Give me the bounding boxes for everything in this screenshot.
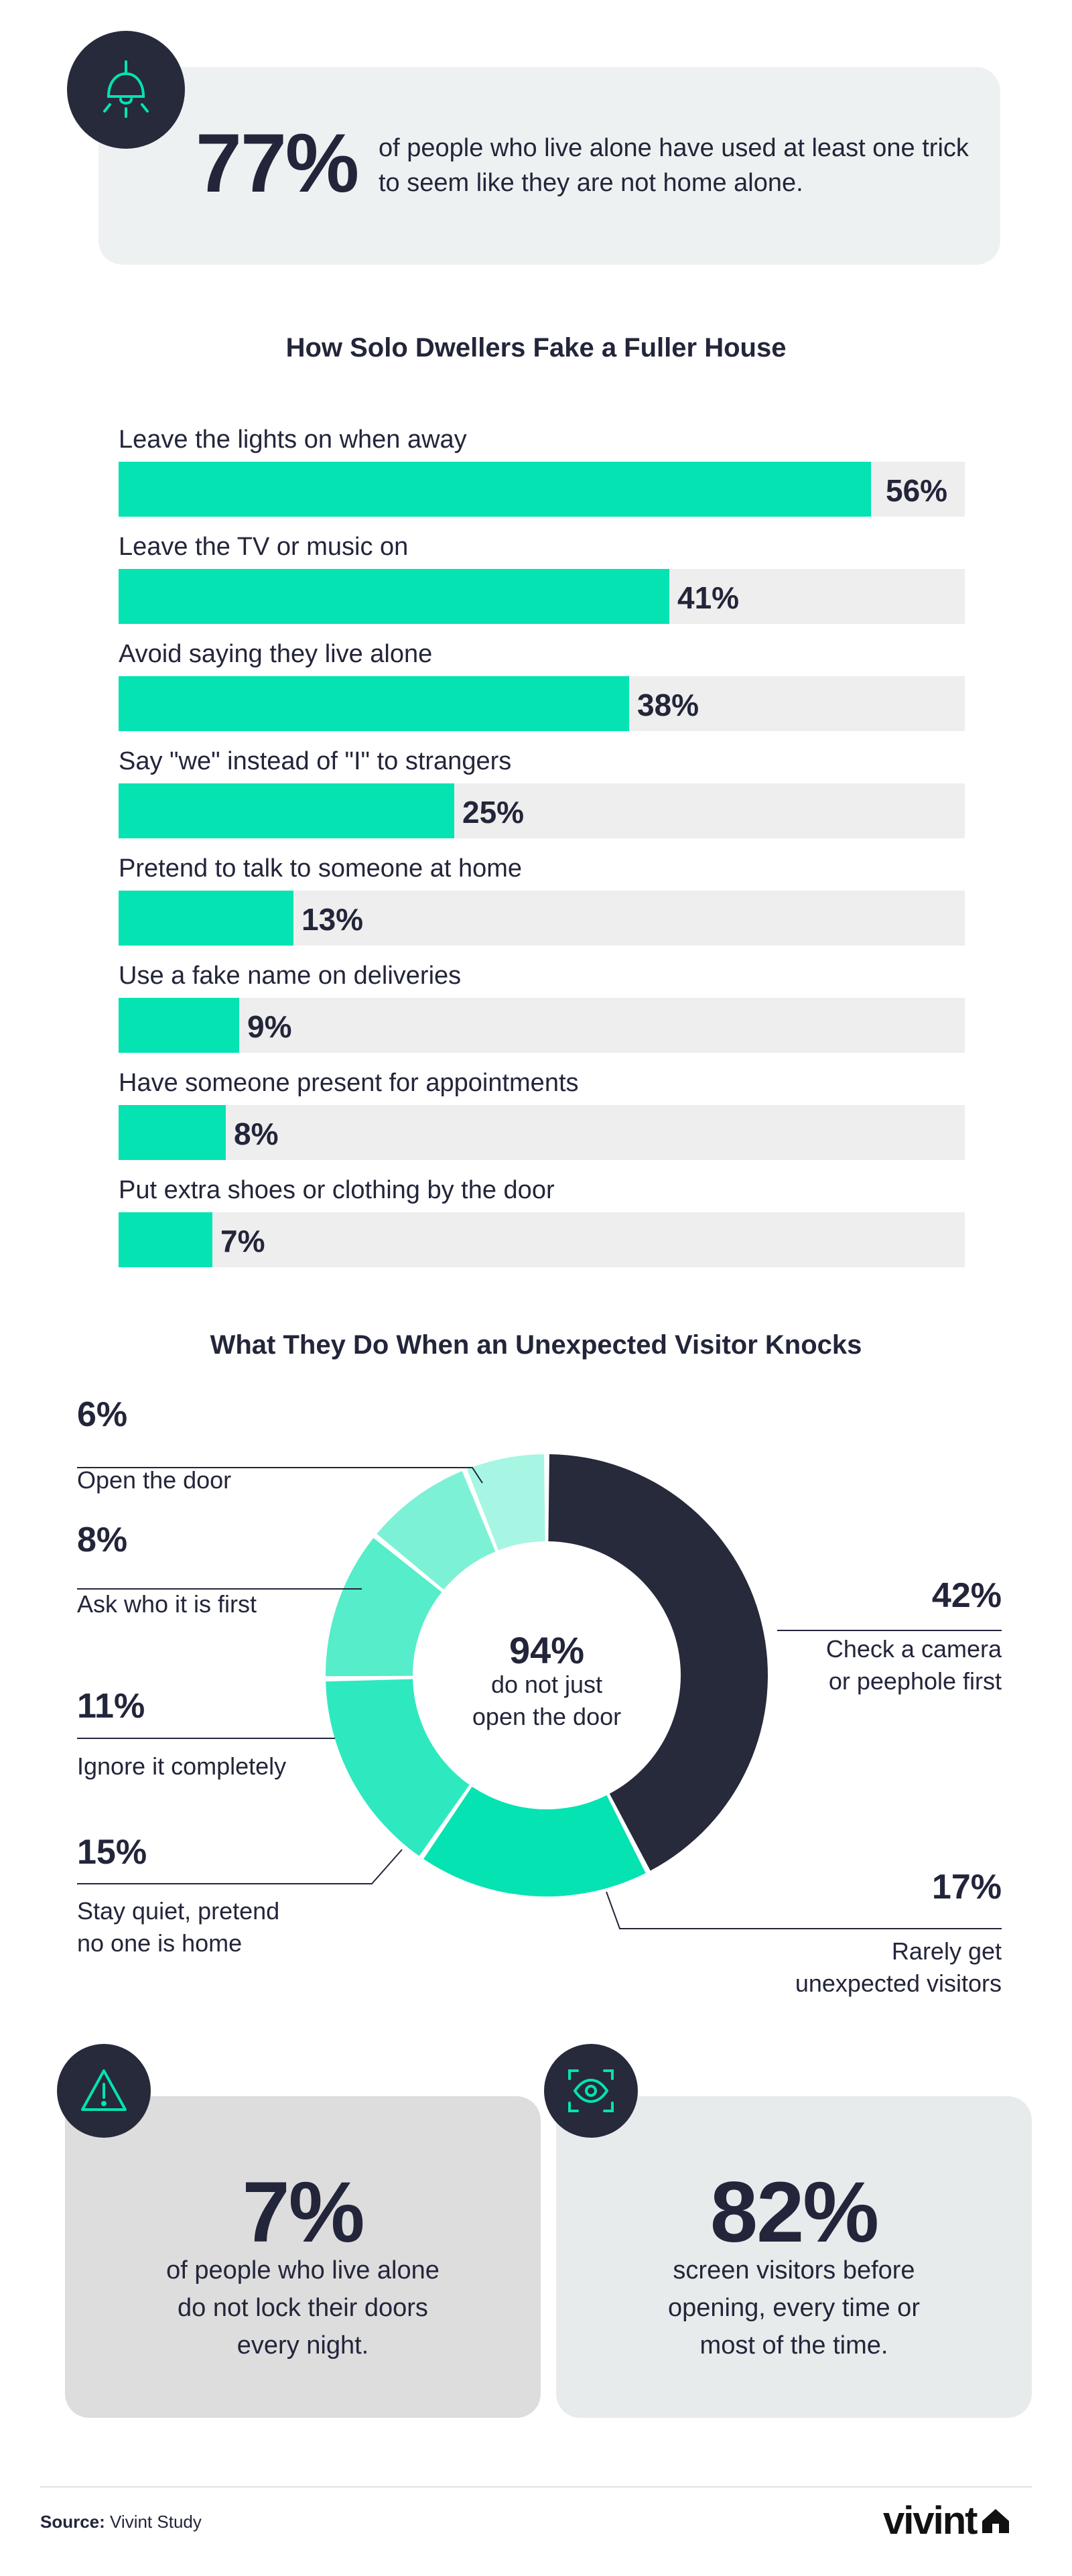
bar: [119, 1212, 212, 1267]
bar-track: [119, 569, 965, 624]
slice-pct-ask: 8%: [77, 1521, 128, 1559]
slice-label-quiet-2: no one is home: [77, 1929, 243, 1957]
bar-value-label: 25%: [462, 795, 525, 830]
source-value: Vivint Study: [110, 2512, 202, 2532]
leader-line: [77, 1467, 483, 1484]
stat-unlocked-value: 7%: [242, 2165, 365, 2260]
stat-screen-text-2: opening, every time or: [668, 2294, 920, 2322]
headline-stat: 77%: [196, 117, 359, 210]
stat-unlocked-text-2: do not lock their doors: [178, 2294, 428, 2322]
slice-label-ask: Ask who it is first: [77, 1590, 257, 1618]
stat-screen-value: 82%: [710, 2165, 879, 2260]
bar-track: [119, 676, 965, 731]
bar-label: Pretend to talk to someone at home: [119, 854, 523, 883]
stat-card-screen: [556, 2096, 1032, 2418]
donut-slice: [423, 1787, 646, 1896]
slice-label-quiet-1: Stay quiet, pretend: [77, 1897, 280, 1925]
slice-label-camera-1: Check a camera: [825, 1635, 1002, 1663]
donut-center-text-line2: open the door: [472, 1703, 622, 1730]
source-note: Source: Vivint Study: [40, 2512, 202, 2532]
stat-screen-text-1: screen visitors before: [673, 2256, 915, 2284]
eye-scan-icon-badge: [544, 2044, 638, 2138]
leader-line: [77, 1849, 403, 1884]
stat-unlocked-text-1: of people who live alone: [166, 2256, 440, 2284]
bar-label: Use a fake name on deliveries: [119, 962, 462, 990]
bar-label: Say "we" instead of "I" to strangers: [119, 747, 512, 775]
house-icon: [982, 2508, 1009, 2533]
bar-track: [119, 1105, 965, 1160]
bar-value-label: 56%: [886, 473, 948, 508]
bar-value-label: 8%: [234, 1116, 279, 1151]
slice-label-rarely-1: Rarely get: [891, 1937, 1002, 1965]
slice-pct-quiet: 15%: [77, 1833, 147, 1872]
slice-pct-ignore: 11%: [77, 1687, 145, 1726]
bar-value-label: 7%: [220, 1224, 265, 1259]
bar-value-label: 38%: [637, 688, 699, 722]
eye-scan-icon: [568, 2069, 614, 2112]
stat-unlocked-text-3: every night.: [237, 2331, 369, 2360]
source-label: Source:: [40, 2512, 105, 2532]
bar: [119, 462, 871, 517]
slice-label-open: Open the door: [77, 1466, 232, 1494]
bar-label: Avoid saying they live alone: [119, 640, 433, 668]
bar-track: [119, 783, 965, 838]
lamp-icon: [103, 60, 149, 118]
bar: [119, 783, 454, 838]
bar: [119, 998, 239, 1053]
slice-label-ignore: Ignore it completely: [77, 1752, 287, 1780]
stat-screen-text-3: most of the time.: [699, 2331, 888, 2360]
bar-label: Leave the lights on when away: [119, 426, 467, 454]
bar-track: [119, 998, 965, 1053]
donut-chart: [77, 1454, 1002, 1929]
bar: [119, 676, 629, 731]
slice-pct-open: 6%: [77, 1395, 128, 1434]
logo-text: vivint: [883, 2499, 978, 2542]
donut-slice: [548, 1454, 768, 1871]
slice-pct-rarely: 17%: [931, 1868, 1002, 1907]
footer-divider: [40, 2486, 1032, 2488]
bar-value-label: 13%: [302, 902, 364, 937]
warning-icon: [81, 2069, 127, 2111]
bar: [119, 569, 669, 624]
stat-card-unlocked: [65, 2096, 541, 2418]
donut-slice: [326, 1679, 470, 1856]
warning-icon-badge: [57, 2044, 151, 2138]
bar-chart-title: How Solo Dwellers Fake a Fuller House: [285, 333, 787, 363]
bar-track: [119, 891, 965, 946]
slice-label-camera-2: or peephole first: [828, 1667, 1002, 1695]
bar-label: Put extra shoes or clothing by the door: [119, 1176, 555, 1204]
donut-center-pct: 94%: [509, 1629, 585, 1671]
slice-label-rarely-2: unexpected visitors: [795, 1970, 1002, 1997]
donut-chart-title: What They Do When an Unexpected Visitor …: [210, 1330, 862, 1360]
headline-text: of people who live alone have used at le…: [379, 134, 969, 197]
headline-stat-card: [98, 67, 1000, 265]
donut-slice: [467, 1454, 545, 1551]
vivint-logo: vivint: [883, 2498, 1010, 2543]
lamp-icon-badge: [67, 31, 185, 149]
donut-slice: [326, 1538, 442, 1677]
bar-label: Have someone present for appointments: [119, 1069, 579, 1097]
bar-value-label: 41%: [677, 580, 740, 615]
bar-label: Leave the TV or music on: [119, 533, 409, 561]
bar-value-label: 9%: [247, 1009, 292, 1044]
slice-pct-camera: 42%: [931, 1576, 1002, 1615]
leader-line: [606, 1891, 1002, 1929]
bar-track: [119, 462, 965, 517]
bar: [119, 1105, 226, 1160]
bar-track: [119, 1212, 965, 1267]
donut-slice: [377, 1471, 496, 1590]
bar: [119, 891, 293, 946]
donut-center-text-line1: do not just: [490, 1671, 603, 1698]
